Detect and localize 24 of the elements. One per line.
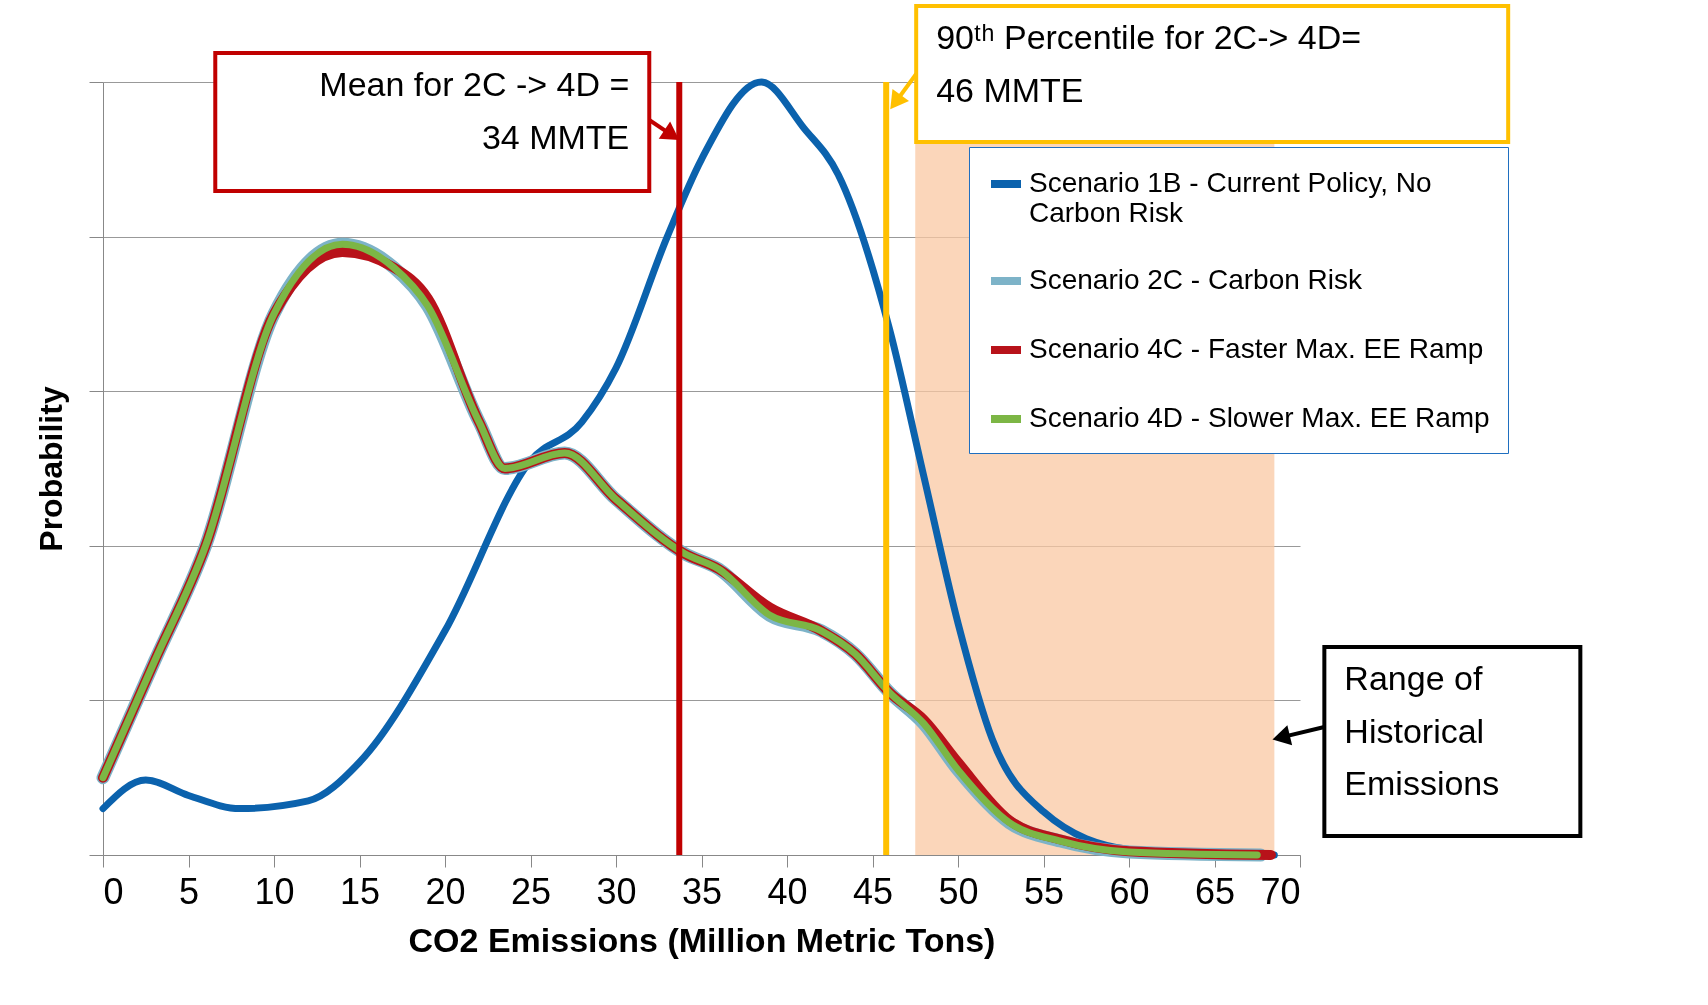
x-axis-title: CO2 Emissions (Million Metric Tons) — [408, 920, 996, 959]
x-tick-label: 40 — [767, 870, 808, 912]
x-tick-label: 50 — [938, 870, 979, 912]
x-tick-label: 55 — [1023, 870, 1065, 912]
legend-label: Scenario 1B - Current Policy, No Carbon Risk — [1029, 167, 1432, 228]
x-tick-label: 5 — [178, 870, 200, 912]
ref-line-label: 90ᵗʰ Percentile for 2C-> 4D= 46 MMTE — [936, 18, 1362, 109]
x-tick-label: 35 — [681, 870, 723, 912]
y-axis-title: Probability — [33, 386, 69, 552]
x-tick-label: 15 — [339, 870, 381, 912]
legend-label: Scenario 4D - Slower Max. EE Ramp — [1029, 402, 1490, 433]
legend-label: Scenario 2C - Carbon Risk — [1029, 264, 1364, 295]
x-tick-label: 65 — [1194, 870, 1236, 912]
x-tick-label: 25 — [510, 870, 552, 912]
ref-line-label: Mean for 2C -> 4D = 34 MMTE — [319, 65, 630, 156]
x-tick-label: 10 — [254, 870, 295, 912]
x-tick-label: 0 — [103, 870, 124, 912]
x-tick-label: 60 — [1109, 870, 1150, 912]
x-tick-label: 70 — [1260, 870, 1301, 912]
x-tick-label: 20 — [425, 870, 466, 912]
x-tick-label: 45 — [852, 870, 894, 912]
legend-label: Scenario 4C - Faster Max. EE Ramp — [1029, 333, 1484, 364]
band-label: Range of Historical Emissions — [1344, 659, 1500, 803]
x-tick-label: 30 — [596, 870, 637, 912]
